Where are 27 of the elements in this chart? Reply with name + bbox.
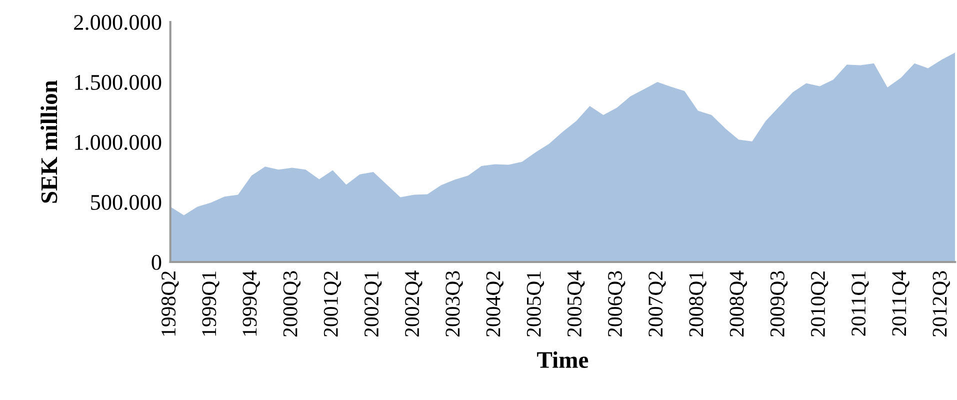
x-tick-label: 2005Q1	[526, 272, 544, 337]
x-axis-title: Time	[537, 351, 588, 368]
y-tick-label: 0	[152, 254, 162, 270]
x-tick-label: 2000Q3	[283, 271, 301, 337]
x-tick-label: 2006Q3	[608, 271, 626, 337]
y-tick-label: 1.500.000	[75, 74, 162, 90]
x-tick-label: 2002Q4	[405, 270, 422, 337]
x-tick-label: 2011Q1	[852, 272, 869, 336]
y-tick-label: 1.000.000	[75, 134, 162, 150]
x-tick-label: 2005Q4	[567, 270, 585, 337]
x-tick-label: 2009Q3	[770, 271, 788, 337]
x-tick-label: 2010Q2	[810, 271, 828, 337]
x-tick-label: 2001Q2	[324, 271, 342, 337]
x-tick-label: 1999Q4	[242, 270, 260, 336]
x-tick-label: 1998Q2	[162, 271, 179, 336]
x-tick-label: 2011Q4	[892, 270, 910, 336]
x-tick-label: 2002Q1	[364, 272, 382, 337]
x-tick-label: 2007Q2	[648, 271, 666, 337]
x-tick-label: 2003Q3	[446, 271, 463, 337]
x-tick-label: 1999Q1	[202, 272, 220, 336]
y-tick-label: 2.000.000	[74, 14, 162, 30]
y-tick-label: 500.000	[91, 194, 162, 210]
x-tick-label: 2008Q4	[730, 270, 747, 337]
x-tick-label: 2008Q1	[689, 272, 706, 337]
x-tick-label: 2012Q3	[932, 271, 950, 337]
y-axis-title: SEK million	[40, 80, 58, 203]
x-tick-label: 2004Q2	[486, 271, 504, 337]
